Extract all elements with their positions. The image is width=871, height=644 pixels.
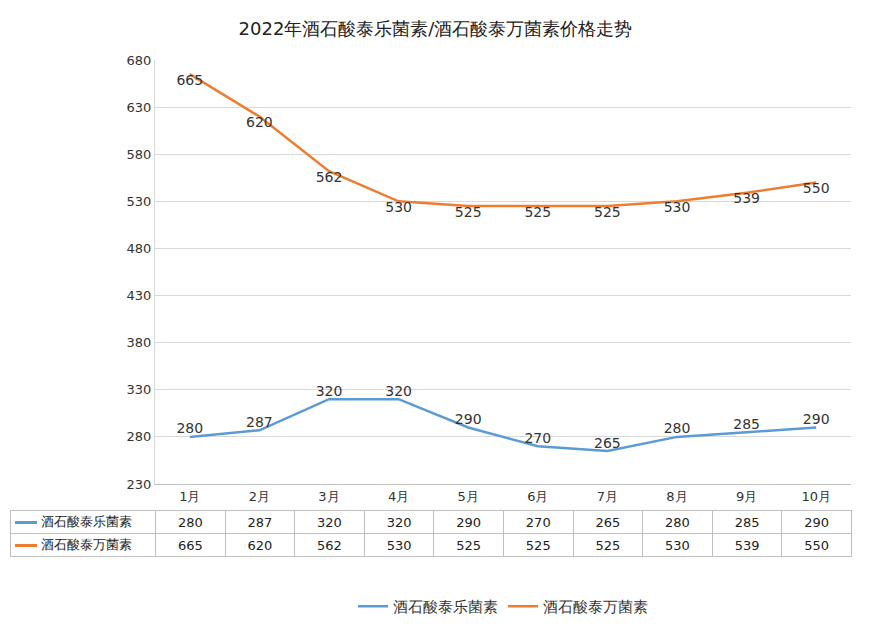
html-text:530: 530 [665, 537, 690, 553]
svg-text:6月: 6月 [527, 489, 548, 504]
html-text:562: 562 [317, 537, 342, 553]
html-text:酒石酸泰万菌素: 酒石酸泰万菌素 [41, 537, 132, 552]
svg-text:539: 539 [733, 190, 760, 206]
svg-text:530: 530 [664, 199, 691, 215]
svg-text:2月: 2月 [249, 489, 270, 504]
html-text:290: 290 [456, 514, 482, 530]
svg-text:525: 525 [524, 204, 551, 220]
svg-text:285: 285 [733, 416, 760, 432]
svg-text:290: 290 [455, 411, 482, 427]
svg-text:1月: 1月 [179, 489, 200, 504]
svg-text:550: 550 [803, 180, 830, 196]
html-text:320: 320 [317, 514, 342, 530]
svg-text:7月: 7月 [597, 489, 618, 504]
svg-text:680: 680 [127, 53, 152, 68]
svg-text:530: 530 [385, 199, 412, 215]
html-text:550: 550 [804, 537, 829, 553]
html-text:620: 620 [247, 537, 273, 553]
svg-text:290: 290 [803, 411, 830, 427]
svg-text:530: 530 [127, 194, 152, 209]
html-text:525: 525 [456, 537, 482, 553]
svg-text:10月: 10月 [801, 489, 831, 504]
svg-text:525: 525 [455, 204, 482, 220]
html-text:539: 539 [734, 537, 760, 553]
svg-text:580: 580 [127, 147, 152, 162]
html-text:270: 270 [525, 514, 551, 530]
svg-text:280: 280 [176, 420, 203, 436]
html-text:525: 525 [595, 537, 621, 553]
svg-text:280: 280 [127, 429, 152, 444]
svg-text:酒石酸泰乐菌素: 酒石酸泰乐菌素 [393, 598, 498, 616]
svg-text:8月: 8月 [666, 489, 687, 504]
svg-text:430: 430 [127, 288, 152, 303]
html-text:290: 290 [804, 514, 829, 530]
svg-text:230: 230 [127, 477, 152, 492]
html-text:酒石酸泰乐菌素: 酒石酸泰乐菌素 [41, 514, 132, 529]
html-text:280: 280 [177, 514, 203, 530]
svg-text:270: 270 [524, 430, 551, 446]
svg-text:287: 287 [246, 414, 273, 430]
svg-text:480: 480 [127, 241, 152, 256]
svg-text:2022年酒石酸泰乐菌素/酒石酸泰万菌素价格走势: 2022年酒石酸泰乐菌素/酒石酸泰万菌素价格走势 [239, 18, 633, 39]
svg-text:562: 562 [316, 169, 343, 185]
svg-text:330: 330 [127, 382, 152, 397]
html-text:285: 285 [734, 514, 760, 530]
html-text:530: 530 [386, 537, 412, 553]
html-text:320: 320 [386, 514, 412, 530]
html-text:525: 525 [525, 537, 551, 553]
svg-text:620: 620 [246, 114, 273, 130]
svg-text:320: 320 [385, 383, 412, 399]
svg-text:9月: 9月 [736, 489, 757, 504]
svg-text:525: 525 [594, 204, 621, 220]
svg-text:5月: 5月 [458, 489, 479, 504]
svg-text:630: 630 [127, 100, 152, 115]
html-text:280: 280 [665, 514, 690, 530]
svg-text:265: 265 [594, 435, 621, 451]
svg-text:665: 665 [176, 72, 203, 88]
svg-text:380: 380 [127, 335, 152, 350]
svg-text:280: 280 [664, 420, 691, 436]
html-text:665: 665 [177, 537, 203, 553]
svg-text:3月: 3月 [318, 489, 339, 504]
html-text:287: 287 [247, 514, 273, 530]
svg-text:4月: 4月 [388, 489, 409, 504]
svg-text:320: 320 [316, 383, 343, 399]
svg-text:酒石酸泰万菌素: 酒石酸泰万菌素 [543, 598, 648, 616]
html-text:265: 265 [595, 514, 621, 530]
